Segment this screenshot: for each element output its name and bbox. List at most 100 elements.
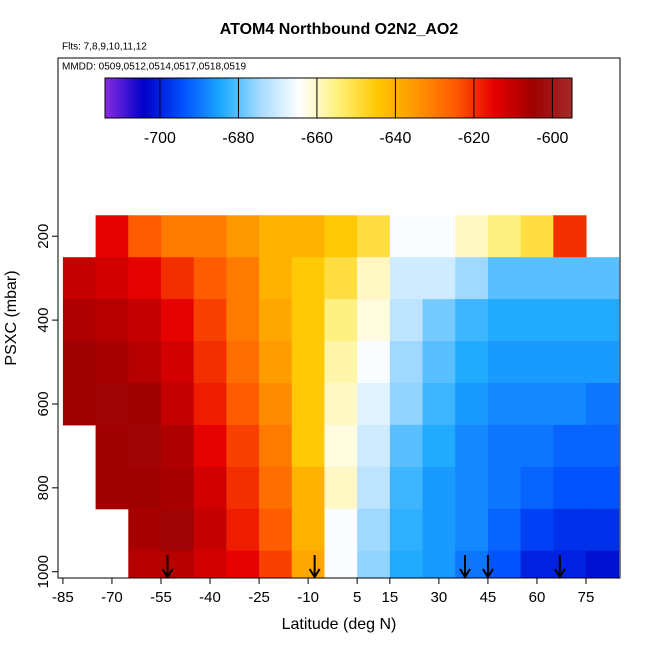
heat-cell [585, 550, 620, 579]
colorbar-tick-label: -700 [144, 130, 176, 147]
plot-frame [57, 57, 621, 579]
heat-cell [324, 466, 358, 510]
heat-cell [389, 550, 424, 579]
heat-cell [455, 424, 489, 468]
heat-cell [291, 341, 325, 384]
x-tick-label: 45 [480, 589, 497, 606]
heat-cell [422, 215, 456, 258]
heat-cell [226, 424, 260, 468]
x-tick-label: -70 [101, 589, 123, 606]
heat-cell [259, 383, 293, 426]
flight-arrow [308, 555, 321, 579]
heat-cell [160, 383, 195, 426]
heat-cell [422, 257, 456, 300]
heat-cell [226, 215, 260, 258]
colorbar-tick-label: -640 [379, 130, 411, 147]
heat-cell [324, 508, 358, 552]
y-tick-label: 1000 [35, 555, 52, 588]
heat-cell [389, 424, 424, 468]
colorbar [104, 77, 573, 119]
heat-cell [585, 341, 620, 384]
heat-cell [95, 299, 129, 342]
heat-cell [95, 424, 129, 468]
heat-cell [357, 466, 391, 510]
heat-cell [520, 508, 554, 552]
heat-cell [357, 383, 391, 426]
heat-cell [193, 341, 227, 384]
heat-cell [520, 299, 554, 342]
heat-cell [226, 257, 260, 300]
heat-cell [357, 299, 391, 342]
x-axis-label: Latitude (deg N) [282, 616, 397, 633]
heat-cell [585, 257, 620, 300]
heat-cell [585, 466, 620, 510]
heat-cell [389, 215, 424, 258]
heat-cell [128, 215, 162, 258]
heat-cell [259, 466, 293, 510]
heat-cell [520, 466, 554, 510]
heat-cell [422, 341, 456, 384]
heat-cell [324, 341, 358, 384]
heat-cell [193, 424, 227, 468]
heat-cell [259, 550, 293, 579]
x-tick-label: -85 [52, 589, 74, 606]
heat-cell [455, 383, 489, 426]
heat-cell [357, 424, 391, 468]
heat-cell [226, 508, 260, 552]
heat-cell [259, 257, 293, 300]
heat-cell [455, 299, 489, 342]
heat-cell [259, 299, 293, 342]
heat-cell [128, 508, 162, 552]
y-tick-label: 400 [35, 308, 52, 333]
flights-note: Flts: 7,8,9,10,11,12 [62, 42, 147, 53]
x-tick-label: -10 [297, 589, 319, 606]
heat-cell [487, 299, 522, 342]
heat-cell [487, 257, 522, 300]
colorbar-tick-label: -660 [301, 130, 333, 147]
arrow-head [308, 568, 321, 579]
heat-cell [193, 299, 227, 342]
heat-cell [553, 383, 587, 426]
heat-cell [585, 508, 620, 552]
heat-cell [291, 550, 325, 579]
chart-title: ATOM4 Northbound O2N2_AO2 [220, 21, 459, 38]
heat-cell [553, 215, 587, 258]
heat-cell [520, 550, 554, 579]
heat-cell [487, 508, 522, 552]
colorbar-tick-label: -680 [222, 130, 254, 147]
heat-cell [520, 215, 554, 258]
arrow-head [459, 568, 471, 579]
heat-cell [520, 424, 554, 468]
heat-cell [324, 215, 358, 258]
heat-cell [193, 257, 227, 300]
heat-cell [62, 257, 97, 300]
heat-cell [553, 299, 587, 342]
heat-cell [95, 341, 129, 384]
heat-cell [160, 508, 195, 552]
heat-cell [259, 215, 293, 258]
x-tick-label: 30 [431, 589, 448, 606]
x-tick-label: 15 [381, 589, 398, 606]
heat-cell [357, 508, 391, 552]
heat-cell [422, 383, 456, 426]
heat-cell [357, 215, 391, 258]
heat-cell [62, 299, 97, 342]
heat-cell [291, 299, 325, 342]
heat-cell [389, 466, 424, 510]
heat-cell [389, 257, 424, 300]
heat-cell [226, 383, 260, 426]
heat-cell [455, 257, 489, 300]
colorbar-tick-label: -620 [458, 130, 490, 147]
heat-cell [291, 466, 325, 510]
heat-cell [520, 383, 554, 426]
heat-cell [259, 508, 293, 552]
heat-cell [357, 257, 391, 300]
heat-cell [160, 257, 195, 300]
heat-cell [291, 424, 325, 468]
heat-cell [193, 550, 227, 579]
heat-cell [160, 341, 195, 384]
heat-cell [487, 341, 522, 384]
x-tick-label: 75 [578, 589, 595, 606]
heat-cell [226, 341, 260, 384]
heat-cell [422, 424, 456, 468]
